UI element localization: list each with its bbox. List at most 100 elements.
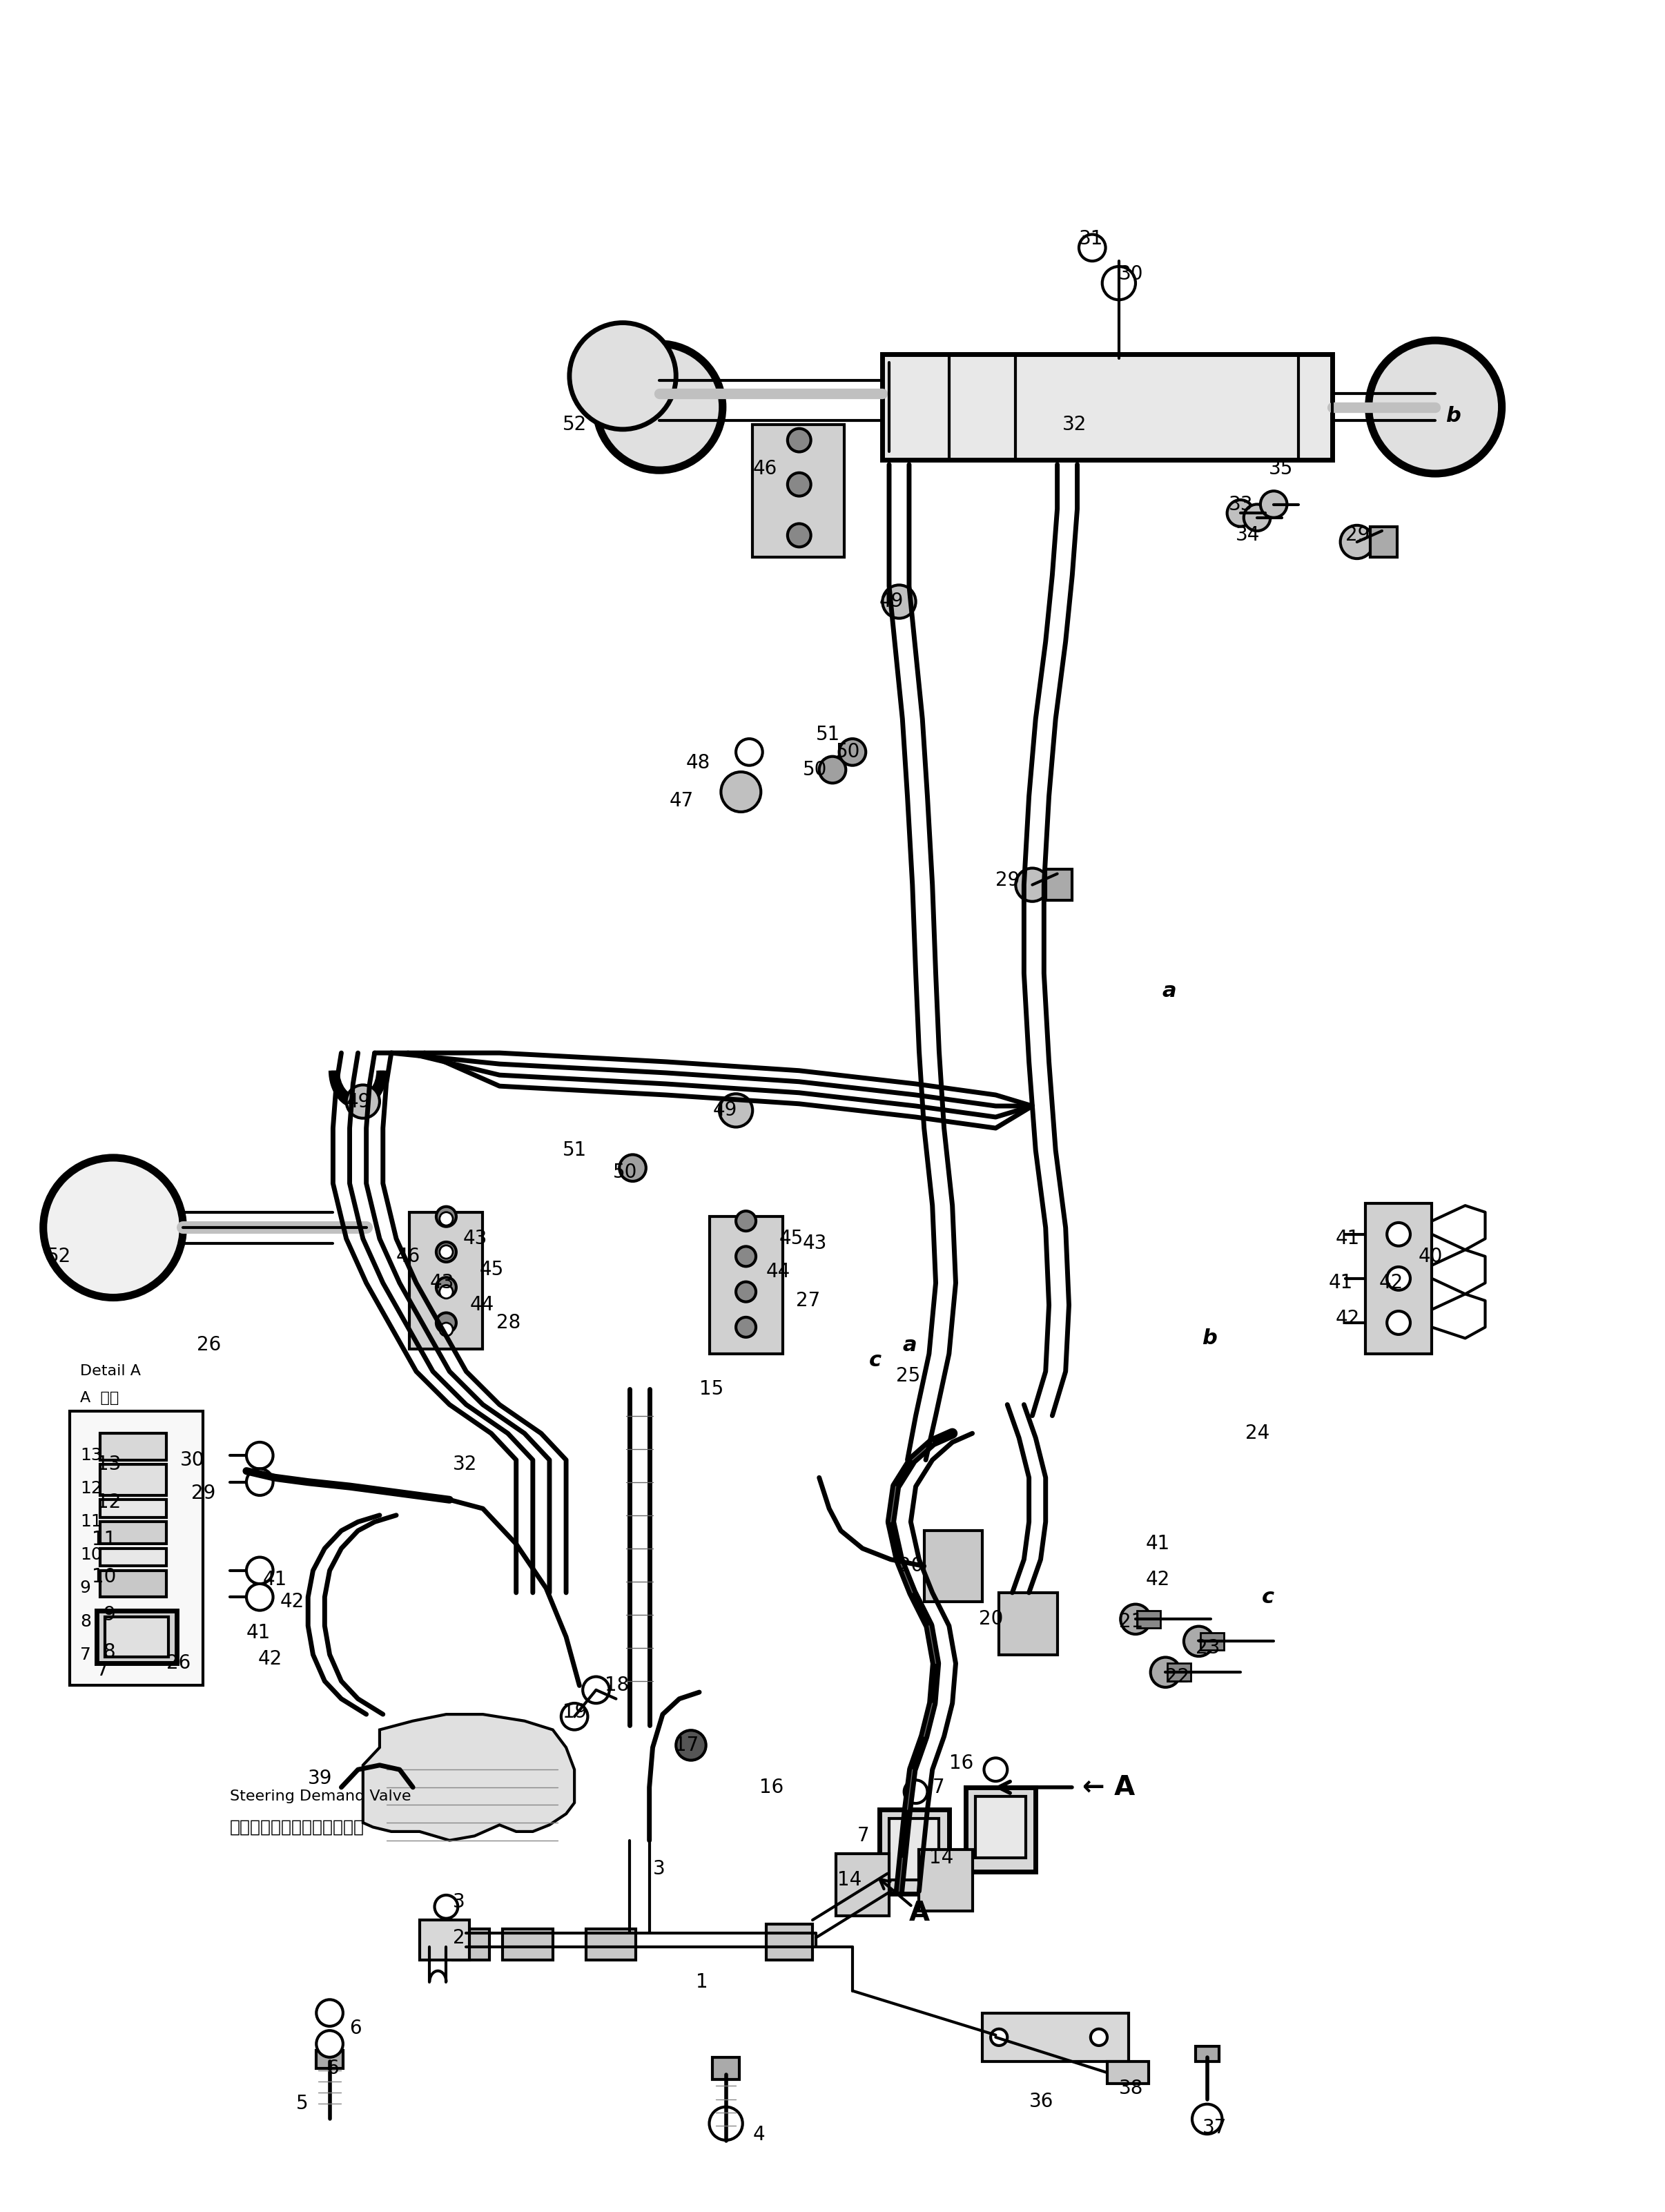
Circle shape [1227, 500, 1254, 526]
Text: 4: 4 [753, 2126, 764, 2143]
Circle shape [1102, 265, 1136, 301]
Bar [889, 1818, 939, 1880]
Text: 38: 38 [1119, 2079, 1144, 2097]
Circle shape [736, 1210, 756, 1232]
Bar [924, 1531, 982, 1601]
Text: 11: 11 [92, 1531, 117, 1548]
Text: 49: 49 [879, 593, 904, 611]
Text: 41: 41 [263, 1571, 288, 1588]
Text: 11: 11 [80, 1513, 102, 1531]
Text: Detail A: Detail A [80, 1365, 140, 1378]
Bar [753, 425, 844, 557]
Text: 43: 43 [463, 1230, 488, 1248]
Bar [1195, 2046, 1219, 2062]
Text: 29: 29 [1345, 526, 1370, 544]
Text: ステアリングデマンドハルフ: ステアリングデマンドハルフ [230, 1818, 365, 1836]
Text: 49: 49 [713, 1102, 738, 1119]
Text: 29: 29 [191, 1484, 216, 1502]
Bar [1200, 1632, 1224, 1650]
Text: 6: 6 [350, 2020, 361, 2037]
Circle shape [736, 1245, 756, 1267]
Text: 1: 1 [696, 1973, 708, 1991]
Circle shape [788, 473, 811, 495]
Circle shape [904, 1781, 927, 1803]
Circle shape [721, 772, 761, 812]
Text: 22: 22 [1166, 1668, 1190, 1686]
Text: 42: 42 [1146, 1571, 1170, 1588]
Text: 42: 42 [258, 1650, 283, 1668]
Circle shape [991, 2028, 1007, 2046]
Circle shape [1260, 491, 1287, 518]
Circle shape [436, 1241, 456, 1263]
Bar [982, 2013, 1129, 2062]
Text: 14: 14 [837, 1871, 862, 1889]
Text: Steering Demand Valve: Steering Demand Valve [230, 1790, 411, 1803]
Circle shape [1387, 1312, 1410, 1334]
Text: 18: 18 [604, 1677, 629, 1694]
Text: 41: 41 [1146, 1535, 1170, 1553]
Circle shape [1387, 1223, 1410, 1245]
Circle shape [346, 1084, 380, 1119]
Text: 26: 26 [167, 1655, 191, 1672]
Text: 7: 7 [80, 1646, 92, 1663]
Text: c: c [869, 1349, 882, 1371]
Circle shape [1079, 234, 1106, 261]
Text: 52: 52 [563, 416, 588, 434]
Bar [97, 1610, 176, 1663]
Circle shape [316, 2031, 343, 2057]
Circle shape [436, 1312, 456, 1334]
Circle shape [1121, 1604, 1151, 1635]
Bar [879, 1809, 949, 1893]
Text: 25: 25 [896, 1367, 921, 1385]
Text: b: b [1445, 405, 1460, 427]
Text: 13: 13 [80, 1447, 102, 1464]
Bar [999, 1593, 1057, 1655]
Bar [100, 1571, 167, 1597]
Text: 14: 14 [929, 1849, 954, 1867]
Circle shape [246, 1469, 273, 1495]
Text: 7: 7 [857, 1827, 869, 1845]
Text: 23: 23 [1195, 1639, 1220, 1657]
Text: 32: 32 [453, 1455, 478, 1473]
Text: 51: 51 [563, 1141, 588, 1159]
Circle shape [246, 1442, 273, 1469]
Bar [105, 1617, 168, 1657]
Circle shape [788, 524, 811, 546]
Circle shape [436, 1206, 456, 1228]
Text: 34: 34 [1235, 526, 1260, 544]
Text: 52: 52 [47, 1248, 72, 1265]
Text: 28: 28 [496, 1314, 521, 1332]
Text: 13: 13 [97, 1455, 122, 1473]
Text: 30: 30 [180, 1451, 205, 1469]
Circle shape [984, 1759, 1007, 1781]
Bar [586, 1929, 636, 1960]
Bar [100, 1548, 167, 1566]
Text: a: a [1162, 980, 1177, 1002]
Bar [1137, 1610, 1161, 1628]
Text: 45: 45 [779, 1230, 804, 1248]
Text: b: b [1202, 1327, 1217, 1349]
Text: 2: 2 [453, 1929, 465, 1947]
Circle shape [583, 1677, 609, 1703]
Text: 49: 49 [346, 1093, 371, 1110]
Bar [100, 1500, 167, 1517]
Text: A  詳細: A 詳細 [80, 1391, 118, 1405]
Circle shape [596, 343, 723, 471]
Circle shape [882, 584, 916, 619]
Text: 29: 29 [996, 872, 1021, 889]
Text: 7: 7 [932, 1778, 944, 1796]
Bar [766, 1924, 813, 1960]
Text: a: a [902, 1334, 917, 1356]
Circle shape [440, 1245, 453, 1259]
Text: 41: 41 [246, 1624, 271, 1641]
Bar [882, 354, 1332, 460]
Bar [1107, 2062, 1149, 2084]
Text: 50: 50 [803, 761, 828, 779]
Text: 3: 3 [653, 1860, 664, 1878]
Circle shape [736, 1316, 756, 1338]
Bar [919, 1849, 972, 1911]
Bar [1370, 526, 1397, 557]
Bar [1365, 1203, 1432, 1354]
Text: 9: 9 [80, 1579, 92, 1597]
Circle shape [440, 1323, 453, 1336]
